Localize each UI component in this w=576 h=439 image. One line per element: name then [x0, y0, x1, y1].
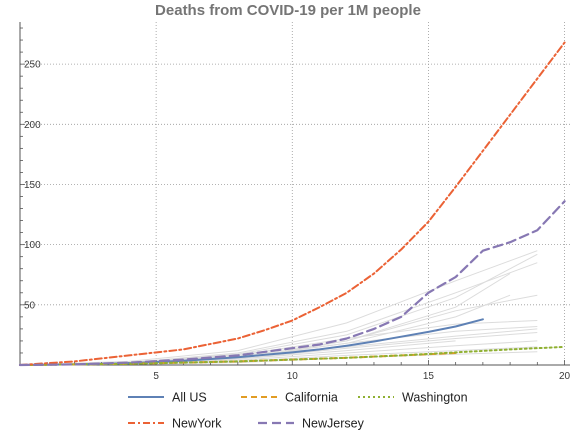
- y-tick-label: 100: [24, 240, 41, 251]
- y-tick-label: 200: [24, 120, 41, 131]
- legend: All US California Washington NewYork NewJers…: [128, 391, 468, 431]
- axes: [19, 22, 570, 366]
- series-line-newjersey: [18, 200, 566, 367]
- legend-item-newyork: NewYork: [128, 417, 222, 431]
- y-tick-label: 50: [24, 300, 36, 311]
- legend-label: NewJersey: [302, 417, 365, 431]
- legend-item-california: California: [241, 391, 338, 405]
- legend-label: California: [285, 391, 338, 405]
- legend-item-all-us: All US: [128, 391, 207, 405]
- background-line: [19, 250, 538, 366]
- legend-label: Washington: [402, 391, 468, 405]
- series-lines: [18, 41, 566, 367]
- legend-label: All US: [172, 391, 207, 405]
- y-tick-label: 250: [24, 60, 41, 71]
- grid: [20, 22, 570, 365]
- series-line-all-us: [19, 318, 484, 366]
- y-tick-label: 150: [24, 180, 41, 191]
- x-tick-label: 5: [153, 371, 159, 382]
- legend-label: NewYork: [172, 417, 222, 431]
- x-tick-label: 10: [287, 371, 299, 382]
- x-tick-label: 15: [423, 371, 435, 382]
- chart-title: Deaths from COVID-19 per 1M people: [155, 2, 421, 19]
- legend-item-washington: Washington: [358, 391, 468, 405]
- x-tick-label: 20: [559, 371, 571, 382]
- legend-item-newjersey: NewJersey: [258, 417, 365, 431]
- series-line-newyork: [19, 41, 566, 366]
- tick-labels: 5 10 15 20 50 100 150 200 250: [24, 60, 571, 382]
- background-series: [19, 250, 538, 366]
